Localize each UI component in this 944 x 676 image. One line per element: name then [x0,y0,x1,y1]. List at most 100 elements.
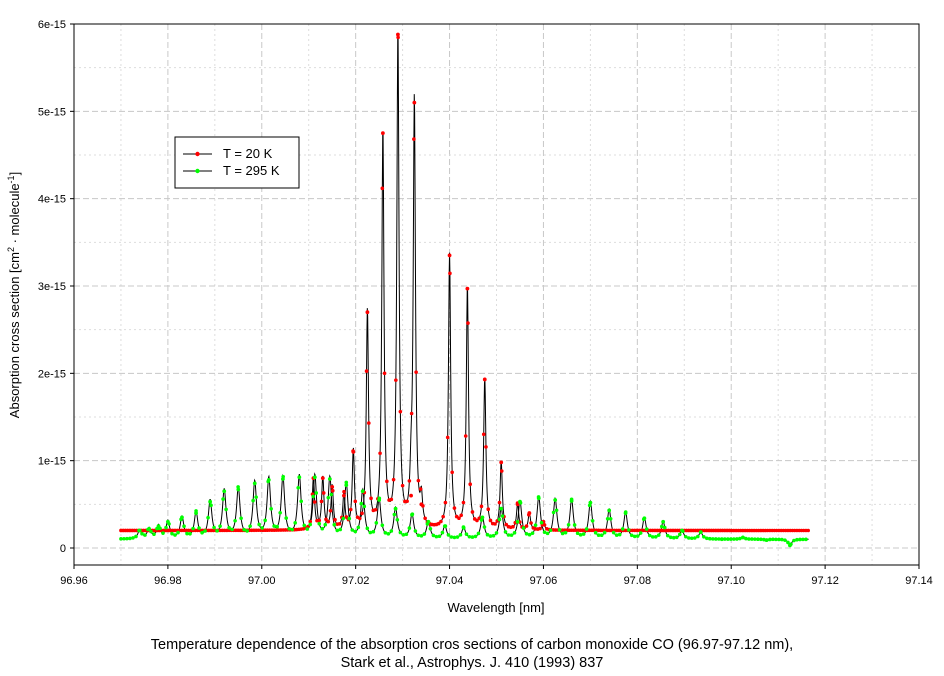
series-peak-point-1 [788,543,792,548]
series-marker-1 [753,537,757,541]
series-marker-1 [131,536,135,540]
series-marker-1 [371,529,376,534]
series-peak-point-1 [147,526,152,531]
y-axis-label-mid: · molecule [7,183,22,247]
series-marker-1 [777,537,781,542]
series-peak-point-1 [607,508,612,513]
series-marker-1 [467,534,472,539]
series-peak-point-1 [536,496,541,501]
series-marker-1 [554,508,559,513]
series-marker-0 [360,511,364,516]
caption-line-2: Stark et al., Astrophys. J. 410 (1993) 8… [340,655,604,671]
series-marker-0 [373,507,378,512]
series-marker-1 [503,530,508,534]
series-peak-point-1 [442,524,447,529]
series-marker-1 [711,537,715,541]
series-marker-0 [326,519,331,524]
y-tick-label: 2e-15 [38,368,66,380]
series-marker-0 [333,517,337,522]
series-marker-1 [359,501,364,506]
y-tick-label: 3e-15 [38,281,66,293]
series-marker-1 [476,531,481,536]
series-marker-0 [439,519,443,524]
series-peak-point-1 [680,528,684,533]
series-marker-0 [400,483,405,488]
series-marker-1 [344,480,349,485]
series-marker-1 [227,525,231,530]
series-marker-1 [323,522,328,527]
series-marker-1 [356,525,361,530]
series-marker-1 [608,517,613,521]
series-marker-1 [182,524,186,529]
series-marker-0 [479,504,484,509]
series-marker-0 [450,470,454,475]
series-marker-1 [515,520,520,524]
series-marker-1 [578,533,583,537]
series-marker-1 [365,526,370,531]
series-marker-0 [308,519,313,524]
series-marker-0 [806,528,811,533]
series-marker-1 [638,531,643,535]
series-marker-1 [305,527,310,531]
series-marker-1 [209,503,213,508]
series-marker-1 [278,510,282,515]
series-marker-1 [128,536,132,541]
plot-frame [73,23,920,566]
series-marker-0 [524,524,529,528]
series-marker-1 [668,535,673,540]
series-peak-point-0 [320,476,325,481]
series-peak-point-1 [252,481,257,486]
series-marker-1 [557,528,562,532]
series-marker-1 [485,532,490,537]
x-tick-label: 97.12 [811,575,839,587]
series-marker-0 [499,469,504,473]
series-marker-0 [481,432,486,437]
series-marker-1 [392,512,397,517]
series-marker-0 [321,491,326,495]
series-marker-1 [134,534,138,539]
series-peak-point-1 [553,498,558,502]
series-marker-0 [380,186,385,191]
series-marker-0 [504,522,509,527]
series-marker-1 [257,522,261,527]
series-marker-1 [398,530,403,535]
series-marker-1 [795,537,799,542]
series-marker-1 [596,533,601,537]
series-marker-0 [463,434,468,438]
series-marker-1 [659,524,664,529]
series-peak-point-0 [527,511,532,515]
series-marker-1 [566,522,571,527]
series-marker-1 [275,524,279,529]
series-peak-point-1 [741,535,745,540]
series-peak-point-1 [719,537,724,542]
series-marker-1 [122,536,126,541]
series-marker-0 [353,499,358,504]
series-peak-point-1 [266,477,271,482]
y-axis-label-sup2: -1 [6,175,16,183]
y-axis-label-main: Absorption cross section [cm [7,252,22,418]
series-peak-point-0 [380,131,385,136]
series-marker-1 [458,533,463,537]
series-marker-1 [320,526,325,531]
series-peak-point-0 [419,502,424,507]
series-peak-point-1 [297,475,302,480]
series-marker-1 [497,517,502,522]
series-marker-1 [750,537,754,541]
series-marker-1 [756,537,760,542]
series-marker-0 [344,515,349,519]
series-marker-1 [389,529,394,533]
series-marker-1 [599,533,604,538]
series-marker-1 [563,530,568,535]
y-tick-label: 0 [60,543,66,555]
series-marker-0 [398,409,403,414]
series-marker-1 [311,494,316,499]
series-marker-0 [396,35,400,40]
series-marker-1 [353,529,358,534]
series-marker-1 [488,534,493,538]
series-marker-1 [533,523,538,527]
series-marker-1 [287,526,291,531]
series-marker-0 [441,514,445,519]
series-peak-point-1 [698,530,703,535]
series-marker-1 [759,537,763,542]
series-marker-1 [338,527,343,532]
